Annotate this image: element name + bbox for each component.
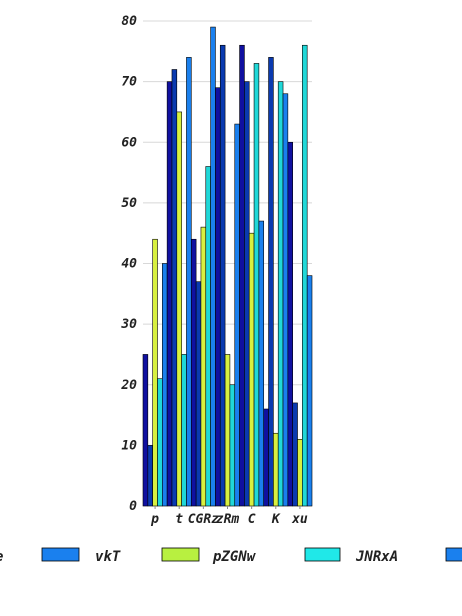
y-tick-label: 10 bbox=[121, 438, 137, 453]
bar bbox=[297, 439, 303, 507]
x-tick-label: t bbox=[175, 512, 183, 527]
x-tick-label: zRm bbox=[216, 512, 240, 527]
bar bbox=[292, 402, 298, 507]
bar bbox=[302, 44, 308, 507]
bar bbox=[157, 378, 163, 507]
bar bbox=[190, 238, 197, 507]
bar bbox=[263, 408, 269, 507]
y-tick-label: 60 bbox=[121, 135, 137, 150]
legend-label: vkT bbox=[95, 549, 121, 565]
y-tick-labels: 0 10 20 30 40 50 60 70 80 bbox=[120, 14, 137, 514]
bar bbox=[162, 263, 168, 507]
bar bbox=[273, 432, 279, 507]
y-tick-label: 30 bbox=[120, 317, 137, 332]
bar bbox=[253, 63, 260, 507]
y-tick-label: 40 bbox=[121, 257, 137, 272]
bar bbox=[248, 232, 255, 507]
y-tick-label: 50 bbox=[121, 196, 137, 211]
legend-label: JNRxA bbox=[355, 549, 398, 565]
bar bbox=[195, 281, 202, 507]
x-tick-label: K bbox=[271, 512, 281, 527]
bar bbox=[306, 275, 313, 507]
x-tick-label: xu bbox=[291, 512, 308, 527]
bar bbox=[181, 354, 187, 507]
x-tick-label: C bbox=[248, 512, 256, 527]
bar bbox=[277, 81, 284, 507]
x-tick-label: p bbox=[150, 512, 159, 527]
legend-swatch bbox=[41, 547, 80, 562]
bar bbox=[205, 166, 211, 507]
bar bbox=[258, 220, 265, 507]
bars bbox=[142, 26, 313, 507]
bar bbox=[142, 354, 149, 507]
bar bbox=[166, 81, 173, 507]
bar bbox=[268, 57, 274, 507]
bar bbox=[239, 44, 245, 507]
bar bbox=[229, 384, 236, 507]
legend-swatch bbox=[161, 547, 200, 562]
bar bbox=[152, 238, 158, 507]
bar bbox=[224, 354, 231, 507]
legend-label: pZGNw bbox=[212, 549, 257, 565]
y-tick-label: 80 bbox=[121, 14, 137, 29]
bar bbox=[210, 26, 216, 507]
bar bbox=[176, 111, 182, 507]
bar bbox=[215, 87, 221, 507]
bar bbox=[171, 69, 178, 507]
legend-label: e bbox=[0, 549, 3, 565]
bar bbox=[287, 141, 293, 507]
y-tick-label: 20 bbox=[120, 378, 137, 393]
y-tick-label: 0 bbox=[129, 499, 137, 514]
bar bbox=[244, 81, 250, 507]
bar bbox=[219, 44, 226, 507]
bar bbox=[282, 93, 289, 507]
bar bbox=[147, 445, 153, 507]
bar bbox=[200, 226, 207, 507]
legend-swatch bbox=[445, 547, 462, 562]
legend-swatch bbox=[304, 547, 341, 562]
bar bbox=[234, 123, 240, 507]
legend: e vkT pZGNw JNRxA bbox=[0, 547, 462, 565]
x-tick-label: CGRz bbox=[188, 512, 219, 527]
bar bbox=[186, 57, 192, 507]
y-tick-label: 70 bbox=[121, 75, 137, 90]
